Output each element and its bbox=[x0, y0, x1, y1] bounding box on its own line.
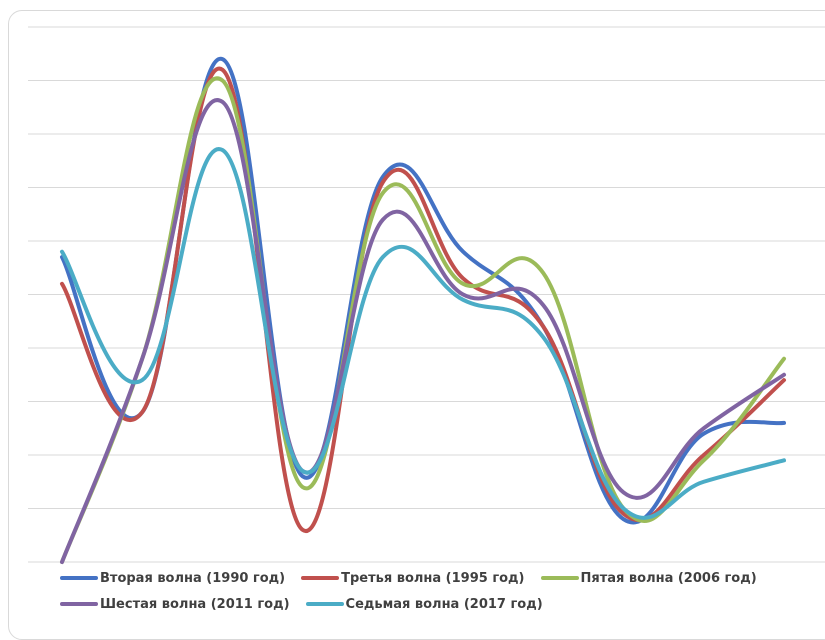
legend-label: Вторая волна (1990 год) bbox=[100, 570, 286, 586]
legend-label: Шестая волна (2011 год) bbox=[100, 596, 290, 612]
legend: Вторая волна (1990 год) Третья волна (19… bbox=[60, 565, 820, 617]
series-line-5 bbox=[60, 147, 786, 520]
legend-item-wave-5: Пятая волна (2006 год) bbox=[540, 570, 757, 586]
legend-swatch bbox=[305, 602, 344, 606]
chart-frame bbox=[8, 10, 825, 640]
legend-label: Третья волна (1995 год) bbox=[341, 570, 525, 586]
series-lines bbox=[60, 57, 786, 564]
legend-label: Пятая волна (2006 год) bbox=[580, 570, 757, 586]
legend-row-2: Шестая волна (2011 год) Седьмая волна (2… bbox=[60, 591, 820, 617]
legend-swatch bbox=[60, 602, 98, 606]
legend-swatch bbox=[60, 576, 98, 580]
line-chart bbox=[28, 26, 825, 564]
legend-swatch bbox=[301, 576, 340, 580]
series-line-4 bbox=[60, 98, 786, 564]
legend-row-1: Вторая волна (1990 год) Третья волна (19… bbox=[60, 565, 820, 591]
legend-label: Седьмая волна (2017 год) bbox=[345, 596, 543, 612]
legend-item-wave-3: Третья волна (1995 год) bbox=[301, 570, 525, 586]
legend-item-wave-6: Шестая волна (2011 год) bbox=[60, 597, 290, 612]
legend-item-wave-2: Вторая волна (1990 год) bbox=[60, 571, 285, 586]
legend-item-wave-7: Седьмая волна (2017 год) bbox=[305, 596, 543, 612]
legend-swatch bbox=[540, 576, 579, 580]
gridlines bbox=[28, 26, 825, 563]
